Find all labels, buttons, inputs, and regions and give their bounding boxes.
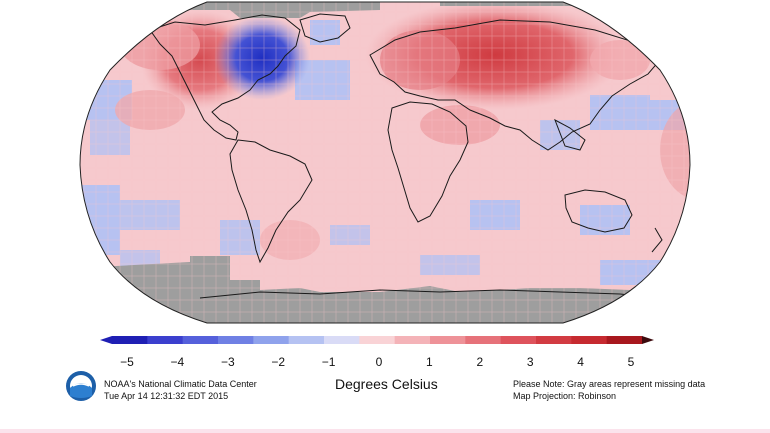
globe-fill <box>80 2 690 323</box>
colorbar-cell <box>147 336 184 344</box>
eurasia-outline <box>369 19 661 151</box>
africa-outline <box>387 101 469 223</box>
colorbar-cell <box>182 336 219 344</box>
southeast-asia-outline <box>554 118 586 151</box>
grid-overlay <box>80 2 690 323</box>
antarctica-outline <box>199 289 661 299</box>
colorbar-arrow-left <box>100 336 112 344</box>
greenland-outline <box>299 13 351 43</box>
colorbar-tick-label: −1 <box>321 355 336 369</box>
anomaly-map <box>79 1 691 324</box>
colorbar-cell <box>394 336 431 344</box>
coastlines <box>149 13 663 299</box>
globe-border <box>79 1 691 324</box>
colorbar-tick-label: 0 <box>375 355 383 369</box>
colorbar-tick-label: 1 <box>426 355 433 369</box>
south-america-outline <box>229 139 313 264</box>
units-label: Degrees Celsius <box>335 376 438 392</box>
colorbar-tick-label: −2 <box>271 355 286 369</box>
anomaly-map-svg <box>79 1 691 324</box>
bottom-divider <box>0 429 770 433</box>
colorbar-cell <box>359 336 396 344</box>
colorbar-cell <box>288 336 325 344</box>
colorbar-cell <box>536 336 572 344</box>
colorbar-cell <box>606 336 643 344</box>
colorbar-cell <box>112 336 148 344</box>
colorbar-cell <box>253 336 290 344</box>
colorbar-cell <box>571 336 608 344</box>
colorbar-cell <box>324 336 360 344</box>
colorbar-arrow-right <box>642 336 654 344</box>
colorbar-cell <box>430 336 466 344</box>
australia-outline <box>564 189 633 233</box>
colorbar-tick-label: 3 <box>526 355 534 369</box>
colorbar-tick-label: 5 <box>627 355 635 369</box>
projection-label: Map Projection: Robinson <box>513 391 617 401</box>
north-america-outline <box>149 14 301 141</box>
timestamp: Tue Apr 14 12:31:32 EDT 2015 <box>104 391 229 401</box>
colorbar-cell <box>465 336 502 344</box>
colorbar-tick-label: −5 <box>120 355 134 369</box>
colorbar-cell <box>218 336 254 344</box>
colorbar-tick-label: −4 <box>170 355 185 369</box>
colorbar <box>100 336 654 344</box>
missing-data-note: Please Note: Gray areas represent missin… <box>513 379 706 389</box>
colorbar-tick-label: −3 <box>220 355 235 369</box>
colorbar-tick-label: 2 <box>476 355 484 369</box>
org-name: NOAA's National Climatic Data Center <box>104 379 257 389</box>
colorbar-cells <box>112 336 643 344</box>
noaa-logo-icon <box>66 371 96 401</box>
colorbar-cell <box>500 336 537 344</box>
colorbar-tick-label: 4 <box>577 355 584 369</box>
new-zealand-outline <box>651 227 663 253</box>
